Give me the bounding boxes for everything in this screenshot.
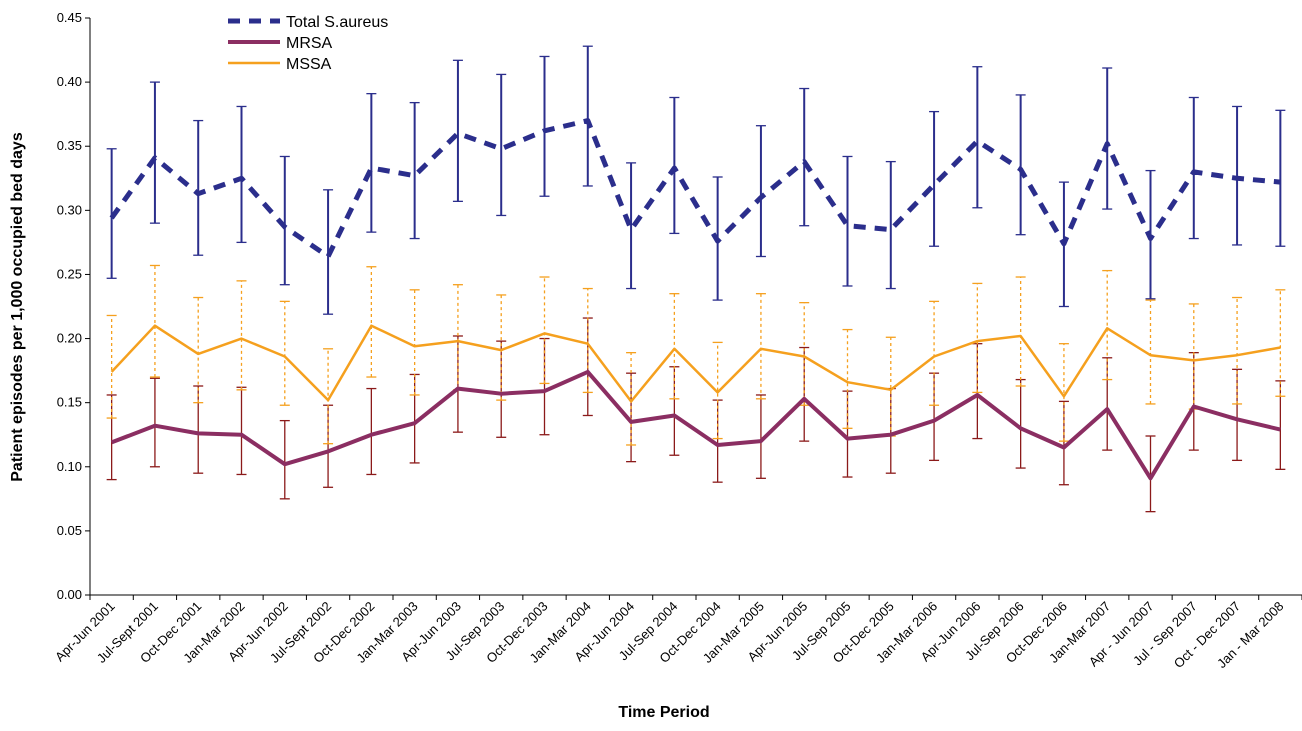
error-bar [1102,67,1113,210]
y-tick-label: 0.30 [57,202,82,217]
y-axis-title: Patient episodes per 1,000 occupied bed … [9,132,26,482]
error-bar [539,276,550,385]
error-bar [236,280,247,391]
error-bars [106,45,1286,513]
error-bar [236,105,247,244]
legend-label: Total S.aureus [286,14,388,31]
y-tick-label: 0.45 [57,10,82,25]
y-tick-label: 0.10 [57,459,82,474]
series-line-total-s-aureus [109,118,1281,259]
legend-item: MSSA [228,56,332,73]
legend-item: Total S.aureus [228,14,388,31]
error-bar [1015,276,1026,387]
y-tick-label: 0.25 [57,266,82,281]
error-bar [106,394,117,481]
error-bar [1058,343,1069,442]
error-bar [626,372,637,463]
error-bar [106,148,117,279]
x-axis-title: Time Period [618,704,709,721]
error-bar [929,110,940,247]
error-bar [149,264,160,378]
error-bar [929,300,940,406]
error-bar [323,348,334,445]
error-bar [626,162,637,290]
y-ticks: 0.00 0.05 0.10 0.15 0.20 0.25 0.30 0.35 0.40 0.45 [57,10,90,602]
error-bar [236,386,247,476]
error-bar [496,73,507,217]
error-bar [193,385,204,474]
error-bar [1232,296,1243,405]
error-bar [539,55,550,197]
error-bar [1102,269,1113,381]
error-bar [1232,105,1243,246]
error-bar [669,293,680,400]
error-bar [582,287,593,394]
error-bar [582,45,593,187]
error-bar [366,387,377,476]
error-bar [149,81,160,224]
error-bar [712,341,723,440]
y-tick-label: 0.35 [57,138,82,153]
error-bar [842,328,853,429]
error-bar [885,160,896,290]
error-bar [669,96,680,235]
error-bar [366,266,377,378]
error-bar [409,101,420,240]
error-bar [279,300,290,406]
legend-item: MRSA [228,35,333,52]
error-bar [279,155,290,286]
error-bar [626,352,637,446]
error-bar [279,419,290,500]
legend-label: MSSA [286,56,332,73]
error-bar [496,294,507,401]
error-bar [452,335,463,433]
error-bar [755,293,766,400]
series-line-mrsa [110,369,1281,481]
error-bar [193,296,204,404]
y-tick-label: 0.15 [57,395,82,410]
error-bar [1275,109,1286,247]
y-tick-label: 0.40 [57,74,82,89]
error-bar [972,282,983,394]
axes [89,18,1302,596]
error-bar [1015,94,1026,236]
error-bar [452,59,463,203]
y-tick-label: 0.05 [57,523,82,538]
error-bar [1188,96,1199,240]
error-bar [842,155,853,287]
y-tick-label: 0.00 [57,587,82,602]
legend: Total S.aureus MRSA MSSA [228,14,388,73]
error-bar [755,394,766,479]
error-bar [755,125,766,258]
error-bar [885,387,896,474]
error-bar [366,93,377,233]
error-bar [106,314,117,419]
series-lines [109,118,1281,481]
y-tick-label: 0.20 [57,331,82,346]
error-bar [799,87,810,227]
legend-label: MRSA [286,35,333,52]
error-bar [972,66,983,209]
error-bar [1275,289,1286,397]
error-bar [799,302,810,406]
error-bar [193,119,204,256]
error-bar [1145,435,1156,513]
error-bar [1145,299,1156,405]
error-bar [149,377,160,468]
series-line-mssa [110,324,1281,403]
error-bar [409,289,420,396]
